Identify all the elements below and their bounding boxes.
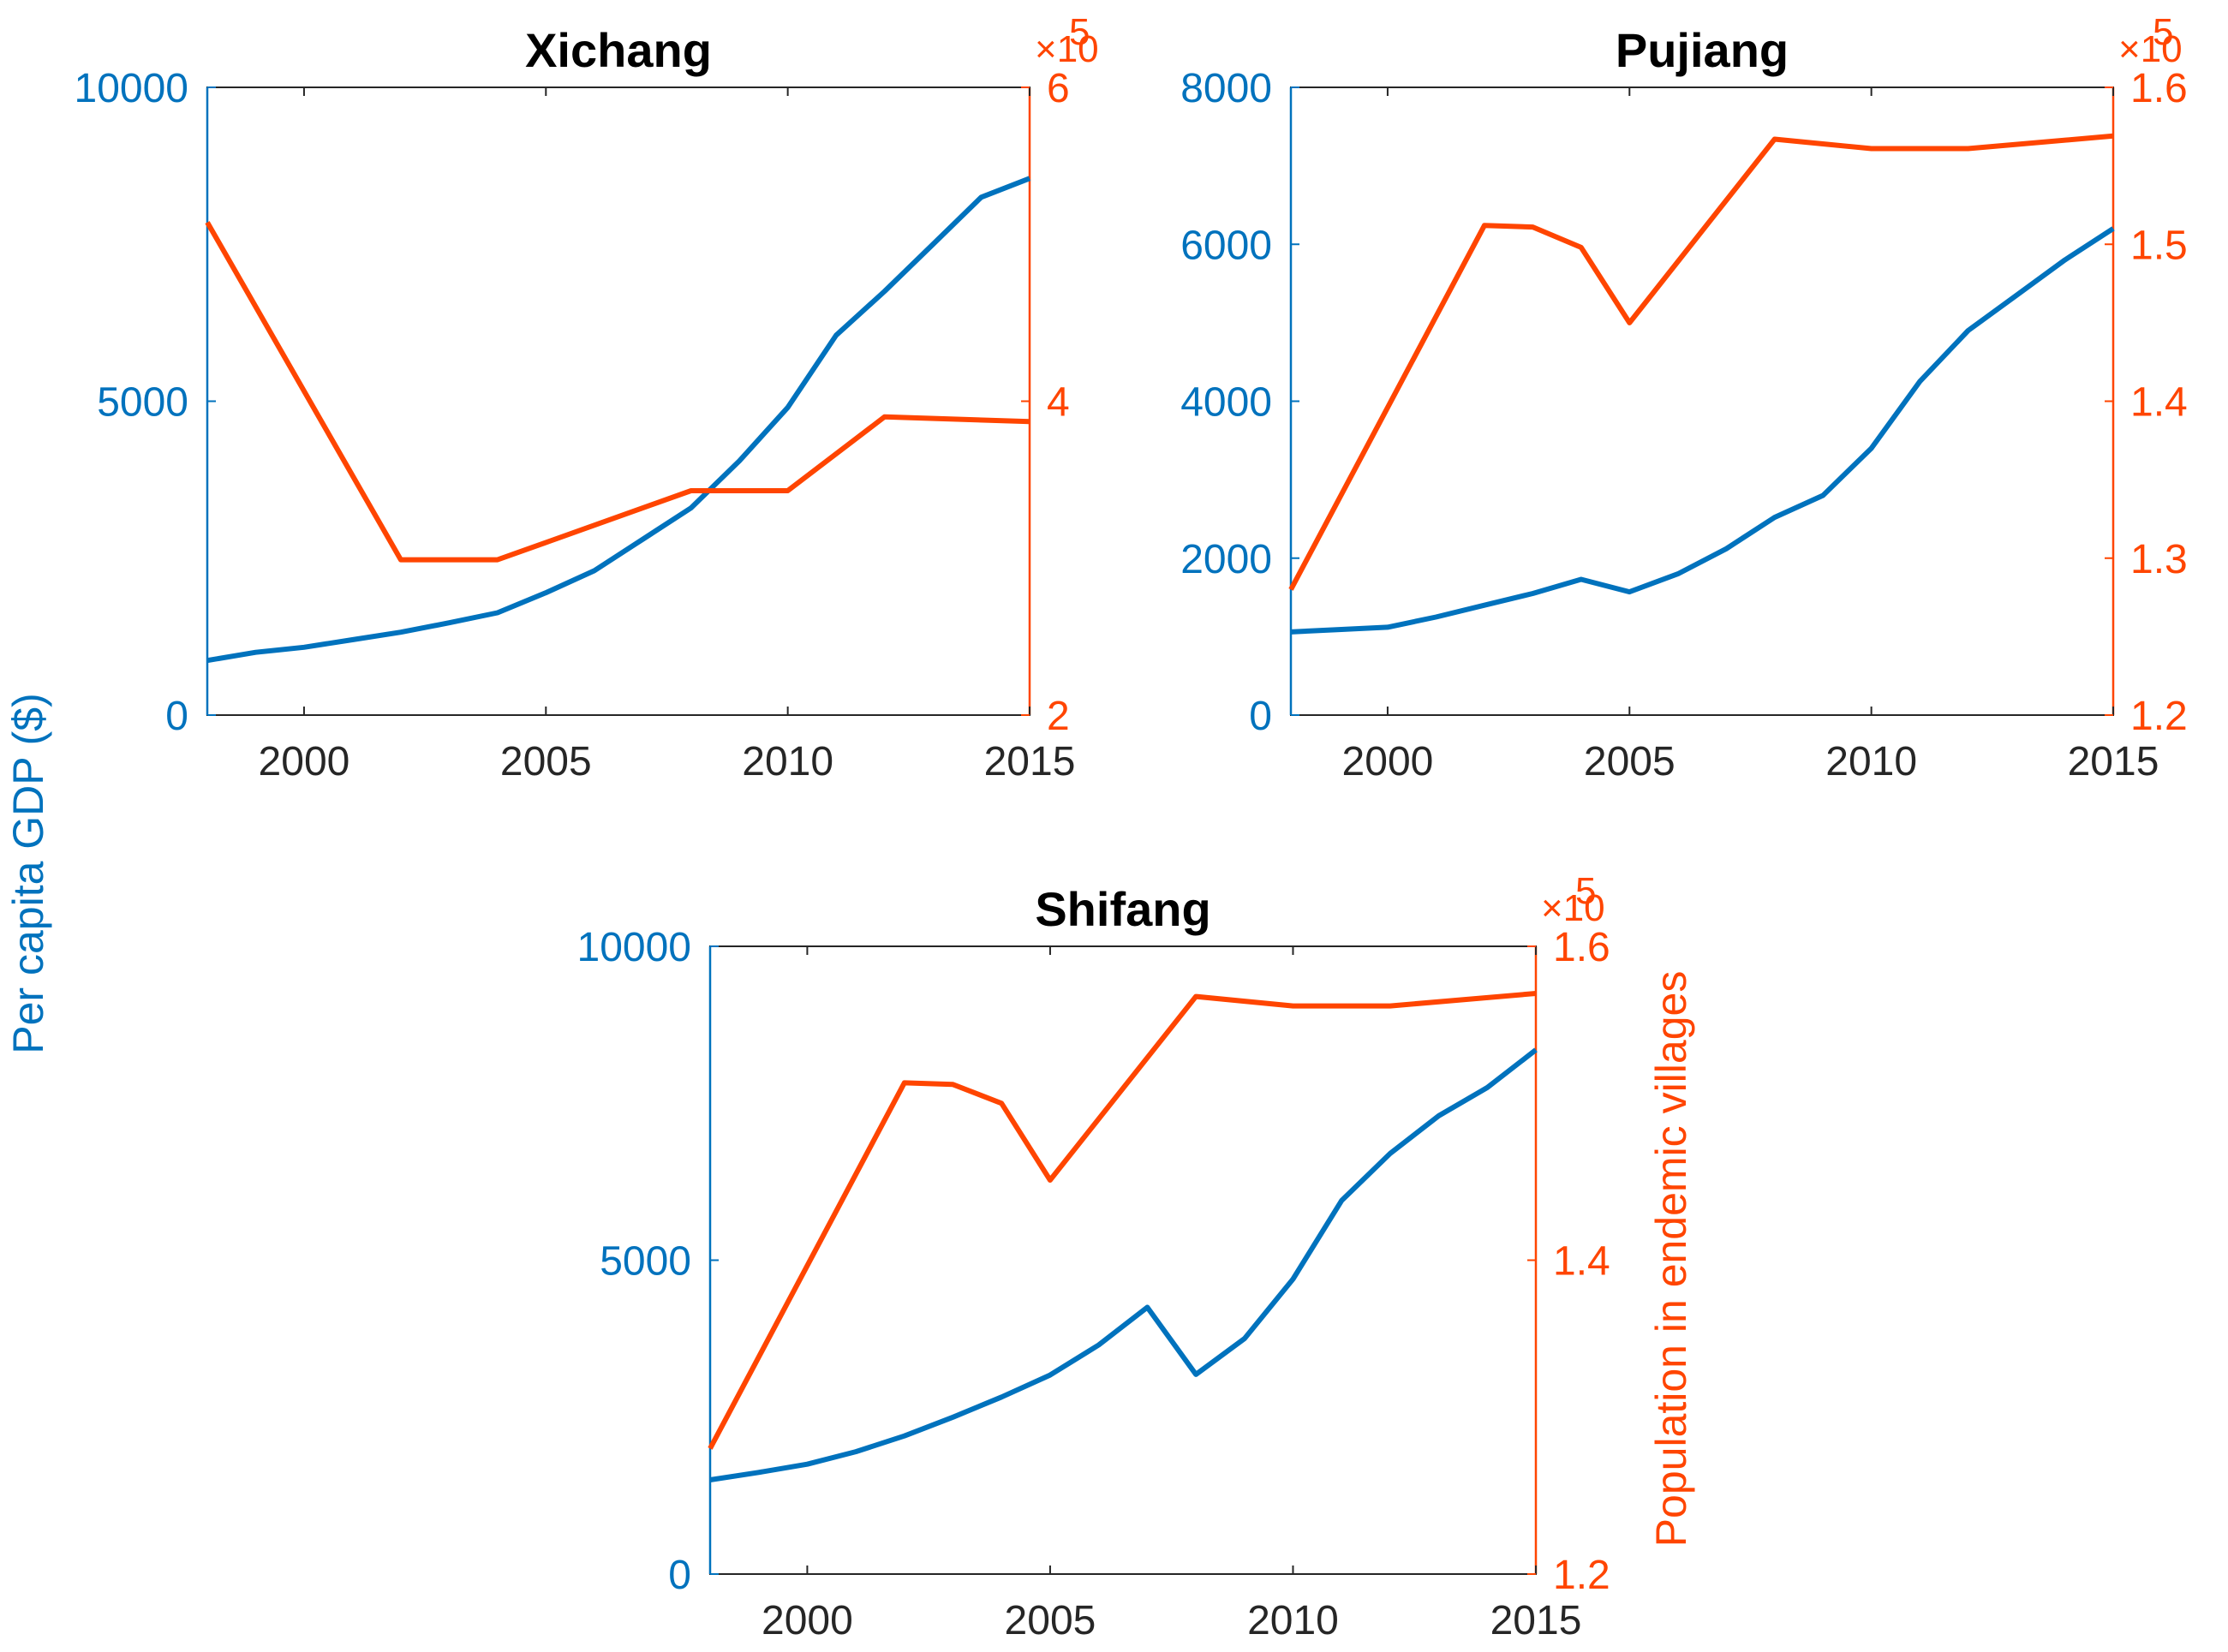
right-axis-exponent-multiplier: ×10 <box>2118 28 2183 70</box>
chart-title: Pujiang <box>1616 23 1789 77</box>
x-tick-label: 2010 <box>1825 739 1917 784</box>
population-series-line <box>708 991 1537 1450</box>
population-series-line <box>1288 133 2114 591</box>
left-y-tick-label: 6000 <box>1180 223 1272 268</box>
right-y-axis-ticks: 1.2 1.3 1.4 1.5 1.6 <box>2105 66 2188 739</box>
population-series-line <box>205 221 1030 563</box>
chart-title: Xichang <box>525 23 712 77</box>
right-y-tick-label: 1.2 <box>2130 694 2188 739</box>
right-y-tick-label: 1.4 <box>1553 1239 1610 1285</box>
right-y-tick-label: 1.3 <box>2130 537 2188 582</box>
left-y-tick-label: 10000 <box>75 66 188 111</box>
x-tick-label: 2005 <box>1584 739 1675 784</box>
right-axis-exponent-power: 5 <box>1069 11 1090 53</box>
x-axis-ticks: 2000 2005 2010 2015 <box>259 87 1076 784</box>
left-y-tick-label: 0 <box>165 694 188 739</box>
left-y-tick-label: 5000 <box>97 380 188 426</box>
series-group <box>205 176 1031 664</box>
x-tick-label: 2000 <box>259 739 350 784</box>
right-y-tick-label: 1.6 <box>1553 925 1610 970</box>
right-y-tick-label: 2 <box>1047 694 1070 739</box>
right-y-axis-ticks: 1.2 1.4 1.6 <box>1527 925 1610 1598</box>
panel-shifang: 2000 2005 2010 2015 0 5000 10000 1.2 1.4 1.6 Sh… <box>577 870 1610 1643</box>
left-y-axis-ticks: 0 2000 4000 6000 8000 <box>1180 66 1299 739</box>
left-y-axis-ticks: 0 5000 10000 <box>75 66 216 739</box>
x-tick-label: 2000 <box>762 1598 853 1643</box>
x-tick-label: 2015 <box>2068 739 2159 784</box>
right-y-tick-label: 4 <box>1047 380 1070 426</box>
right-axis-exponent-multiplier: ×10 <box>1035 28 1099 70</box>
chart-title: Shifang <box>1035 882 1210 936</box>
x-tick-label: 2005 <box>1005 1598 1096 1643</box>
right-axis-label: Population in endemic villages <box>1647 971 1695 1548</box>
left-y-tick-label: 8000 <box>1180 66 1272 111</box>
left-y-tick-label: 5000 <box>600 1239 691 1285</box>
x-tick-label: 2010 <box>742 739 833 784</box>
x-tick-label: 2015 <box>1490 1598 1582 1643</box>
series-group <box>1288 133 2115 635</box>
gdp-series-line <box>709 1047 1538 1482</box>
left-y-axis-ticks: 0 5000 10000 <box>577 925 719 1598</box>
x-tick-label: 2005 <box>500 739 592 784</box>
x-axis-ticks: 2000 2005 2010 2015 <box>1342 87 2159 784</box>
x-tick-label: 2000 <box>1342 739 1434 784</box>
x-axis-ticks: 2000 2005 2010 2015 <box>762 946 1581 1643</box>
right-y-tick-label: 1.2 <box>1553 1553 1610 1598</box>
right-y-tick-label: 1.4 <box>2130 380 2188 426</box>
gdp-series-line <box>1290 226 2115 635</box>
right-axis-exponent-power: 5 <box>1575 870 1596 912</box>
left-y-tick-label: 0 <box>1249 694 1272 739</box>
series-group <box>708 991 1538 1482</box>
right-y-tick-label: 1.6 <box>2130 66 2188 111</box>
right-y-tick-label: 6 <box>1047 66 1070 111</box>
left-axis-label: Per capita GDP ($) <box>4 693 52 1053</box>
gdp-series-line <box>206 176 1031 664</box>
left-y-tick-label: 0 <box>668 1553 691 1598</box>
left-y-tick-label: 10000 <box>577 925 691 970</box>
left-y-tick-label: 2000 <box>1180 537 1272 582</box>
right-y-axis-ticks: 2 4 6 <box>1021 66 1070 739</box>
x-tick-label: 2010 <box>1247 1598 1339 1643</box>
x-tick-label: 2015 <box>984 739 1076 784</box>
left-y-tick-label: 4000 <box>1180 380 1272 426</box>
right-axis-exponent-multiplier: ×10 <box>1541 887 1605 929</box>
right-y-tick-label: 1.5 <box>2130 223 2188 268</box>
right-axis-exponent-power: 5 <box>2153 11 2173 53</box>
